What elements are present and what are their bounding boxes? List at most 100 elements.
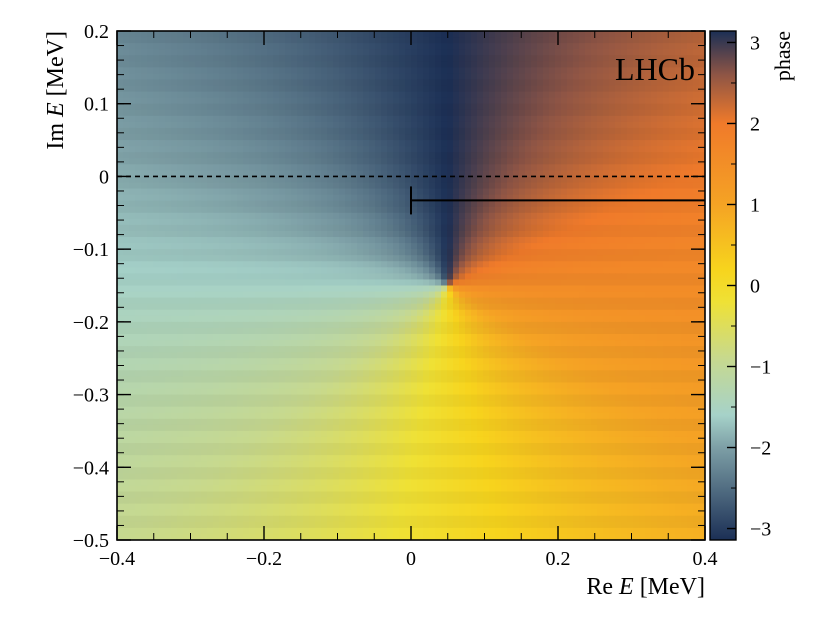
- heatmap-cell: [189, 321, 196, 329]
- heatmap-cell: [297, 309, 304, 317]
- heatmap-cell: [327, 188, 334, 196]
- heatmap-cell: [471, 55, 478, 62]
- heatmap-cell: [423, 285, 430, 293]
- heatmap-cell: [411, 115, 418, 123]
- heatmap-cell: [291, 267, 298, 274]
- heatmap-cell: [399, 243, 406, 250]
- heatmap-cell: [333, 255, 340, 262]
- heatmap-cell: [627, 31, 634, 38]
- heatmap-cell: [657, 327, 664, 335]
- heatmap-cell: [633, 267, 640, 274]
- heatmap-cell: [123, 158, 130, 165]
- heatmap-cell: [555, 43, 562, 50]
- heatmap-cell: [315, 303, 322, 311]
- heatmap-cell: [495, 146, 502, 153]
- heatmap-cell: [309, 158, 316, 165]
- heatmap-cell: [693, 273, 700, 281]
- heatmap-cell: [663, 134, 670, 141]
- heatmap-cell: [135, 206, 142, 214]
- heatmap-cell: [639, 243, 646, 250]
- heatmap-cell: [615, 224, 622, 232]
- heatmap-cell: [387, 164, 394, 171]
- heatmap-cell: [159, 327, 166, 335]
- heatmap-cell: [429, 303, 436, 311]
- heatmap-cell: [525, 158, 532, 165]
- heatmap-cell: [297, 109, 304, 117]
- heatmap-cell: [177, 218, 184, 226]
- heatmap-cell: [615, 67, 622, 75]
- heatmap-cell: [387, 31, 394, 38]
- heatmap-cell: [549, 140, 556, 147]
- heatmap-cell: [597, 279, 604, 287]
- heatmap-cell: [135, 261, 142, 268]
- heatmap-cell: [189, 61, 196, 68]
- heatmap-cell: [327, 267, 334, 274]
- heatmap-cell: [441, 279, 448, 287]
- heatmap-cell: [645, 37, 652, 44]
- heatmap-cell: [387, 333, 394, 341]
- heatmap-cell: [333, 303, 340, 311]
- heatmap-cell: [405, 182, 412, 190]
- heatmap-cell: [231, 134, 238, 141]
- heatmap-cell: [315, 327, 322, 335]
- heatmap-cell: [363, 31, 370, 38]
- heatmap-cell: [201, 146, 208, 153]
- heatmap-cell: [171, 103, 178, 111]
- heatmap-cell: [531, 146, 538, 153]
- heatmap-cell: [123, 67, 130, 75]
- heatmap-cell: [447, 297, 454, 305]
- heatmap-cell: [207, 249, 214, 256]
- heatmap-cell: [333, 309, 340, 317]
- heatmap-cell: [603, 237, 610, 244]
- heatmap-cell: [699, 249, 705, 256]
- heatmap-cell: [183, 194, 190, 202]
- heatmap-cell: [357, 146, 364, 153]
- heatmap-cell: [555, 109, 562, 117]
- heatmap-cell: [333, 158, 340, 165]
- heatmap-cell: [231, 43, 238, 50]
- heatmap-cell: [489, 315, 496, 323]
- heatmap-cell: [699, 140, 705, 147]
- heatmap-cell: [345, 97, 352, 105]
- heatmap-cell: [141, 230, 148, 238]
- heatmap-cell: [585, 49, 592, 56]
- heatmap-cell: [501, 43, 508, 50]
- heatmap-cell: [681, 188, 688, 196]
- heatmap-cell: [405, 224, 412, 232]
- heatmap-cell: [285, 297, 292, 305]
- heatmap-cell: [363, 73, 370, 81]
- heatmap-cell: [597, 255, 604, 262]
- heatmap-cell: [633, 315, 640, 323]
- heatmap-cell: [579, 103, 586, 111]
- heatmap-cell: [357, 267, 364, 274]
- heatmap-cell: [567, 194, 574, 202]
- heatmap-cell: [123, 146, 130, 153]
- heatmap-cell: [645, 285, 652, 293]
- heatmap-cell: [513, 224, 520, 232]
- heatmap-cell: [171, 37, 178, 44]
- heatmap-cell: [561, 152, 568, 159]
- heatmap-cell: [189, 134, 196, 141]
- heatmap-cell: [387, 285, 394, 293]
- heatmap-cell: [483, 218, 490, 226]
- heatmap-cell: [189, 37, 196, 44]
- heatmap-cell: [339, 297, 346, 305]
- heatmap-cell: [249, 243, 256, 250]
- heatmap-cell: [537, 321, 544, 329]
- heatmap-cell: [177, 285, 184, 293]
- heatmap-cell: [561, 237, 568, 244]
- heatmap-cell: [249, 206, 256, 214]
- heatmap-cell: [489, 103, 496, 111]
- heatmap-cell: [429, 37, 436, 44]
- heatmap-cell: [279, 303, 286, 311]
- heatmap-cell: [597, 37, 604, 44]
- heatmap-cell: [147, 315, 154, 323]
- heatmap-cell: [303, 327, 310, 335]
- heatmap-cell: [543, 218, 550, 226]
- heatmap-cell: [261, 194, 268, 202]
- heatmap-cell: [147, 309, 154, 317]
- heatmap-cell: [237, 273, 244, 281]
- heatmap-cell: [693, 200, 700, 208]
- heatmap-cell: [297, 273, 304, 281]
- heatmap-cell: [411, 321, 418, 329]
